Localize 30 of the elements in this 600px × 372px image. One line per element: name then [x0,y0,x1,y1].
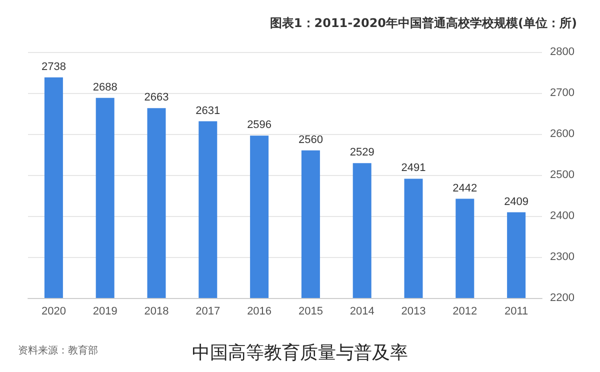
x-tick-label: 2015 [298,306,323,318]
data-label: 2688 [92,81,118,94]
data-label: 2596 [247,119,272,132]
text: 中国高等教育质量与普及率 [192,342,408,364]
x-tick-label: 2013 [401,306,426,318]
x-tick-label: 2014 [350,306,374,318]
chart-title: 图表1：2011-2020年中国普通高校学校规模(单位：所) [270,16,578,30]
data-label: 2409 [504,196,529,208]
x-tick-label: 2018 [144,306,169,318]
x-tick-label: 2019 [92,306,118,318]
y-tick-label: 2200 [550,292,574,304]
y-tick-label: 2600 [550,128,574,140]
data-label: 2738 [41,60,66,73]
y-tick-label: 2800 [550,46,574,58]
data-label: 2442 [452,182,478,194]
y-tick-label: 2300 [550,251,574,263]
text: 资料来源：教育部 [18,344,98,356]
x-tick-label: 2016 [247,306,272,318]
data-label: 2663 [144,92,169,104]
data-label: 2529 [350,146,374,159]
x-tick-label: 2020 [41,306,66,318]
data-label: 2491 [401,162,426,174]
y-tick-label: 2500 [550,169,574,181]
data-label: 2560 [298,134,323,146]
x-tick-label: 2012 [452,306,478,318]
y-tick-label: 2700 [550,87,574,99]
y-tick-label: 2400 [550,210,574,222]
x-tick-label: 2011 [504,306,528,318]
data-label: 2631 [196,104,220,117]
x-tick-label: 2017 [196,306,220,318]
